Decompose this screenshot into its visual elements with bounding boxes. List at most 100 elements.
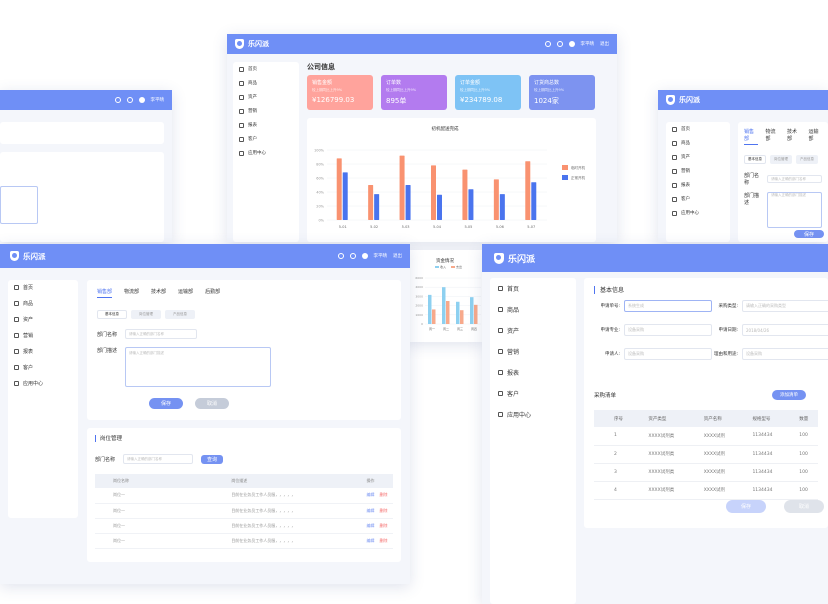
delete-link[interactable]: 删除 [379,522,388,528]
sidebar-item[interactable]: 首页 [672,126,724,132]
field-input[interactable]: 设备采购 [742,348,828,360]
sidebar-item-label: 首页 [507,286,520,293]
dept-desc-input[interactable]: 请输入正确的部门描述 [125,347,272,387]
tab[interactable]: 销售部 [744,128,758,145]
add-list-button[interactable]: 添加清单 [772,390,806,400]
tab[interactable]: 运输部 [808,129,819,142]
dept-name-input[interactable]: 请输入正确的部门名称 [125,329,198,339]
field-input[interactable]: 设备采购 [624,348,712,360]
sidebar-item[interactable]: 营销 [498,347,568,356]
sidebar-item[interactable]: 首页 [239,66,293,72]
subtab[interactable]: 产品信息 [165,310,195,319]
sidebar-item[interactable]: 应用中心 [498,410,568,419]
sidebar-item[interactable]: 客户 [14,364,72,371]
sidebar-item[interactable]: 报表 [672,182,724,188]
sidebar-item-label: 首页 [248,67,257,72]
field-input[interactable]: 2018/04/26 [742,324,828,336]
edit-link[interactable]: 编辑 [366,522,375,528]
sidebar-item[interactable]: 营销 [672,168,724,174]
sidebar-item[interactable]: 资产 [14,316,72,323]
sidebar-item[interactable]: 首页 [14,284,72,291]
sidebar-item[interactable]: 报表 [14,348,72,355]
tab[interactable]: 技术部 [787,129,798,142]
sidebar-item[interactable]: 客户 [498,389,568,398]
search-icon[interactable] [337,253,344,259]
save-button[interactable]: 保存 [726,500,766,513]
post-table: 岗位名称 岗位描述 操作 岗位一 目前在业务员工作人员服，，，，， 编辑 删除 岗位一 目前在业… [95,474,393,549]
tab[interactable]: 物流部 [124,289,140,295]
subtab[interactable]: 基本信息 [744,155,766,164]
post-title: 岗位管理 [100,436,123,442]
logout-link[interactable]: 退出 [393,254,402,259]
sidebar-item-label: 客户 [248,137,257,142]
avatar[interactable] [361,253,368,259]
cell: 岗位一 [113,492,125,498]
subtab[interactable]: 岗位管理 [131,310,161,319]
theme-icon[interactable] [126,97,133,103]
user-name[interactable]: 李平晴 [373,254,388,259]
sidebar-item[interactable]: 报表 [239,122,293,128]
sidebar-item[interactable]: 应用中心 [239,150,293,156]
x-tick-label: 5-04 [433,225,442,229]
logout-link[interactable]: 退出 [600,42,609,47]
edit-link[interactable]: 编辑 [366,507,375,513]
sidebar-item[interactable]: 首页 [498,284,568,293]
tab[interactable]: 后勤部 [205,289,221,295]
delete-link[interactable]: 删除 [379,507,388,513]
subtab[interactable]: 岗位管理 [770,155,792,164]
subtab[interactable]: 基本信息 [97,310,127,319]
theme-icon[interactable] [556,41,563,47]
field-input[interactable]: 设备采购 [624,324,712,336]
field-input[interactable]: 系统生成 [624,300,712,312]
search-icon[interactable] [114,97,121,103]
sidebar-item[interactable]: 应用中心 [672,210,724,216]
bar [460,310,464,324]
report-icon [239,122,244,128]
cancel-button[interactable]: 取消 [784,500,824,513]
sidebar-item[interactable]: 商品 [14,300,72,307]
sidebar-item[interactable]: 营销 [14,332,72,339]
edit-link[interactable]: 编辑 [366,537,375,543]
form-field: 理由和用途: 设备采购 [712,348,828,360]
tab[interactable]: 运输部 [178,289,194,295]
post-name-input[interactable]: 请输入正确的部门名称 [123,454,194,464]
sidebar-item[interactable]: 商品 [672,140,724,146]
tab[interactable]: 销售部 [97,288,113,298]
delete-link[interactable]: 删除 [379,537,388,543]
bar [431,165,436,220]
dept-name-input[interactable]: 请输入正确的部门名称 [767,175,822,183]
sidebar-item[interactable]: 报表 [498,368,568,377]
left-back-textarea[interactable] [0,186,38,224]
save-button[interactable]: 保存 [794,230,824,238]
company-title: 公司信息 [307,63,335,71]
user-name[interactable]: 李平晴 [150,98,165,103]
theme-icon[interactable] [349,253,356,259]
stat-card: 订单数 较上期同比上升9% 895单 [381,75,447,110]
sidebar-item[interactable]: 商品 [498,305,568,314]
left-back-window: 李平晴 [0,90,172,242]
sidebar-item[interactable]: 资产 [672,154,724,160]
header-icons: 李平晴 退出 [544,41,609,47]
sidebar-item[interactable]: 客户 [239,136,293,142]
tab[interactable]: 物流部 [765,129,776,142]
sidebar-item[interactable]: 客户 [672,196,724,202]
cancel-button[interactable]: 取消 [195,398,229,409]
tab[interactable]: 技术部 [151,289,167,295]
sidebar-item[interactable]: 商品 [239,80,293,86]
avatar[interactable] [138,97,145,103]
search-icon[interactable] [544,41,551,47]
field-input[interactable]: 请输入正确的采购类型 [742,300,828,312]
save-button[interactable]: 保存 [149,398,183,409]
search-button[interactable]: 查询 [201,454,224,464]
sidebar-item[interactable]: 营销 [239,108,293,114]
shield-logo-icon [235,39,244,49]
user-name[interactable]: 李平晴 [580,42,595,47]
delete-link[interactable]: 删除 [379,492,388,498]
sidebar-item[interactable]: 资产 [498,326,568,335]
dept-desc-input[interactable]: 请输入正确的部门描述 [767,192,822,228]
sidebar-item[interactable]: 资产 [239,94,293,100]
avatar[interactable] [568,41,575,47]
edit-link[interactable]: 编辑 [366,492,375,498]
sidebar-item[interactable]: 应用中心 [14,380,72,387]
subtab[interactable]: 产品信息 [796,155,818,164]
